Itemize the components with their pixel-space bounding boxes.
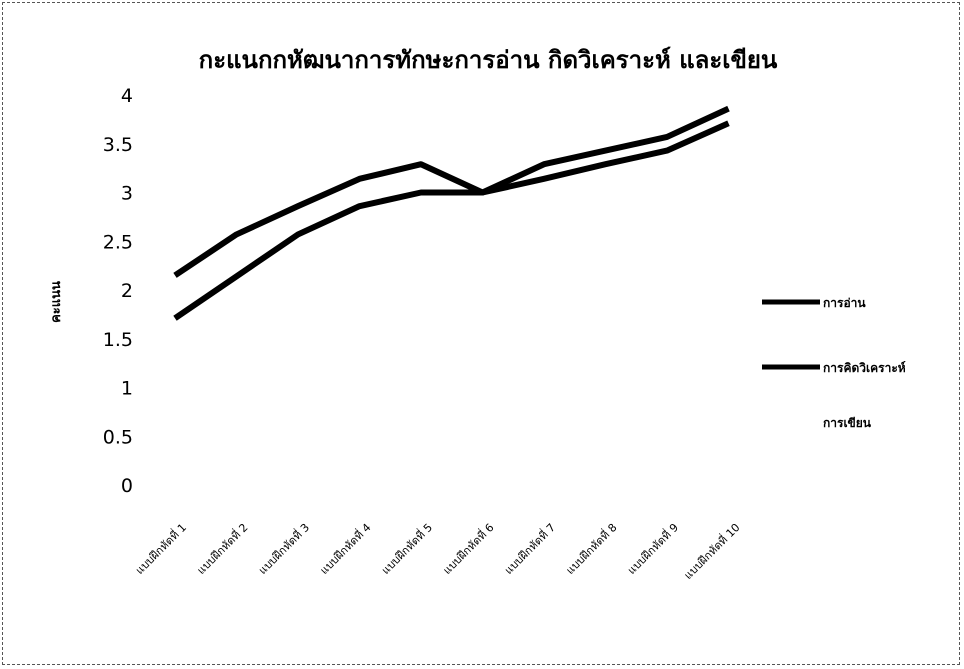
y-tick-label: 3.5	[103, 134, 133, 156]
x-tick-label: แบบฝึกหัดที่ 2	[193, 520, 250, 577]
series-lines	[173, 105, 730, 321]
legend-label: การคิดวิเคราะห์	[823, 361, 906, 375]
y-tick-label: 2	[121, 280, 133, 302]
x-tick-label: แบบฝึกหัดที่ 10	[680, 520, 742, 582]
y-axis-ticks: 4 3.5 3 2.5 2 1.5 1 0.5 0	[103, 85, 133, 497]
x-tick-label: แบบฝึกหัดที่ 9	[624, 520, 681, 577]
y-tick-label: 0.5	[103, 426, 133, 448]
x-tick-label: แบบฝึกหัดที่ 3	[255, 520, 312, 577]
y-tick-label: 1.5	[103, 329, 133, 351]
x-tick-label: แบบฝึกหัดที่ 6	[439, 520, 496, 577]
x-tick-label: แบบฝึกหัดที่ 1	[132, 520, 189, 577]
x-axis-ticks: แบบฝึกหัดที่ 1 แบบฝึกหัดที่ 2 แบบฝึกหัดที่…	[132, 520, 743, 582]
x-tick-label: แบบฝึกหัดที่ 8	[562, 520, 619, 577]
y-tick-label: 1	[121, 378, 133, 400]
chart-title: กะแนกกหัฒนาการทักษะการอ่าน กิดวิเคราะห์ …	[199, 45, 778, 74]
y-tick-label: 2.5	[103, 231, 133, 253]
y-tick-label: 4	[121, 85, 133, 107]
y-tick-label: 0	[121, 475, 133, 497]
y-axis-label: คะแนน	[49, 281, 64, 323]
y-tick-label: 3	[121, 183, 133, 205]
series-line-2	[173, 120, 730, 321]
x-tick-label: แบบฝึกหัดที่ 5	[378, 520, 435, 577]
legend-label: การอ่าน	[823, 296, 866, 310]
legend-label: การเขียน	[823, 416, 872, 430]
x-tick-label: แบบฝึกหัดที่ 4	[316, 520, 373, 577]
x-tick-label: แบบฝึกหัดที่ 7	[501, 520, 558, 577]
series-line-1	[173, 105, 730, 278]
